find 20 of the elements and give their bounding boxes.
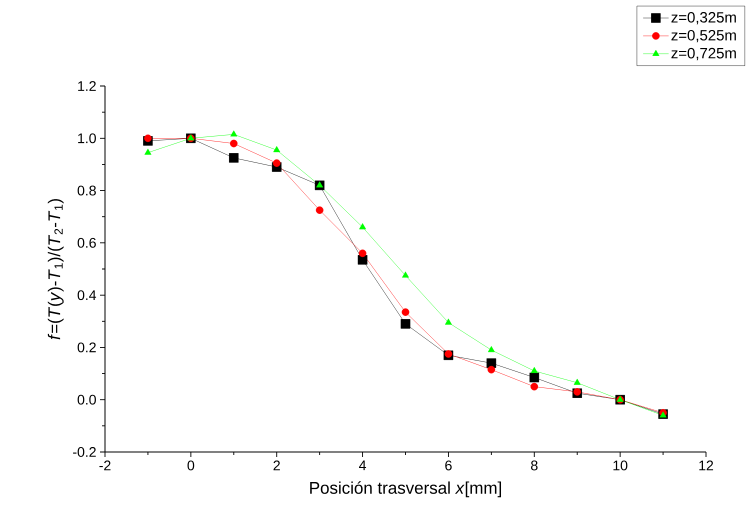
x-tick-label: 8 xyxy=(531,460,538,470)
legend-label: z=0,725m xyxy=(671,48,736,60)
x-axis-title: Posición trasversal x[mm] xyxy=(310,481,502,498)
x-tick-label: 0 xyxy=(188,460,194,470)
x-tick-label: 12 xyxy=(699,460,714,470)
x-tick-label: 4 xyxy=(359,460,366,470)
x-tick-label: 6 xyxy=(445,460,452,470)
legend-label: z=0,325m xyxy=(671,12,736,24)
x-tick-label: -2 xyxy=(99,460,111,470)
y-tick-label: 1.0 xyxy=(78,133,96,144)
x-tick-label: 10 xyxy=(613,460,628,470)
y-tick-label: 0.8 xyxy=(78,186,96,196)
y-tick-label: 0.4 xyxy=(78,290,96,300)
y-tick-label: 1.2 xyxy=(78,81,96,91)
y-tick-label: -0.2 xyxy=(73,447,96,457)
y-tick-label: 0.0 xyxy=(78,394,96,405)
y-tick-label: 0.2 xyxy=(78,342,96,352)
legend-label: z=0,525m xyxy=(671,30,736,42)
x-tick-label: 2 xyxy=(274,460,280,470)
y-tick-label: 0.6 xyxy=(78,238,96,248)
